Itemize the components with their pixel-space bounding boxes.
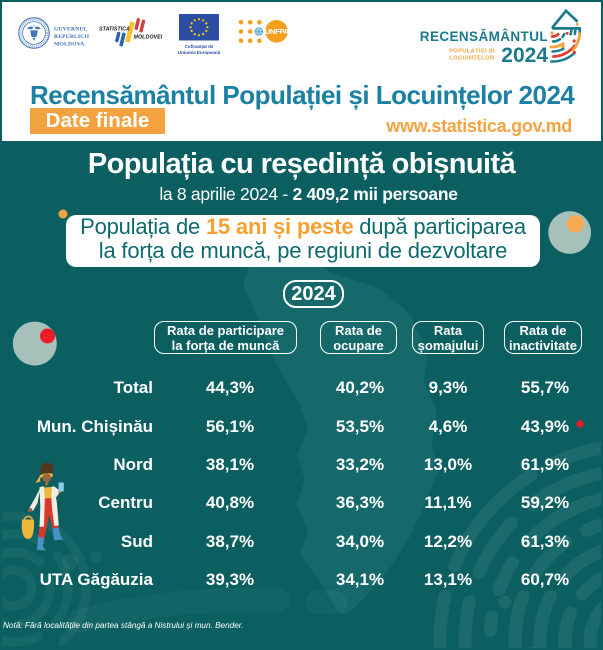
svg-text:RECENSĂMÂNTUL: RECENSĂMÂNTUL xyxy=(420,29,548,44)
svg-text:REPUBLICII: REPUBLICII xyxy=(54,34,89,40)
svg-text:UNFPA: UNFPA xyxy=(265,27,290,36)
svg-text:MOLDOVEI: MOLDOVEI xyxy=(134,35,163,41)
svg-text:2024: 2024 xyxy=(501,44,548,67)
svg-text:Uniunea Europeană: Uniunea Europeană xyxy=(178,50,221,55)
svg-text:Cofinanțat de: Cofinanțat de xyxy=(185,44,214,50)
svg-text:POPULAȚIEI ȘI: POPULAȚIEI ȘI xyxy=(449,49,495,55)
svg-text:STATISTICA: STATISTICA xyxy=(99,27,130,33)
svg-text:LOCUINȚELOR: LOCUINȚELOR xyxy=(449,56,495,62)
svg-text:MOLDOVA: MOLDOVA xyxy=(54,42,85,48)
svg-text:GUVERNUL: GUVERNUL xyxy=(54,27,88,33)
